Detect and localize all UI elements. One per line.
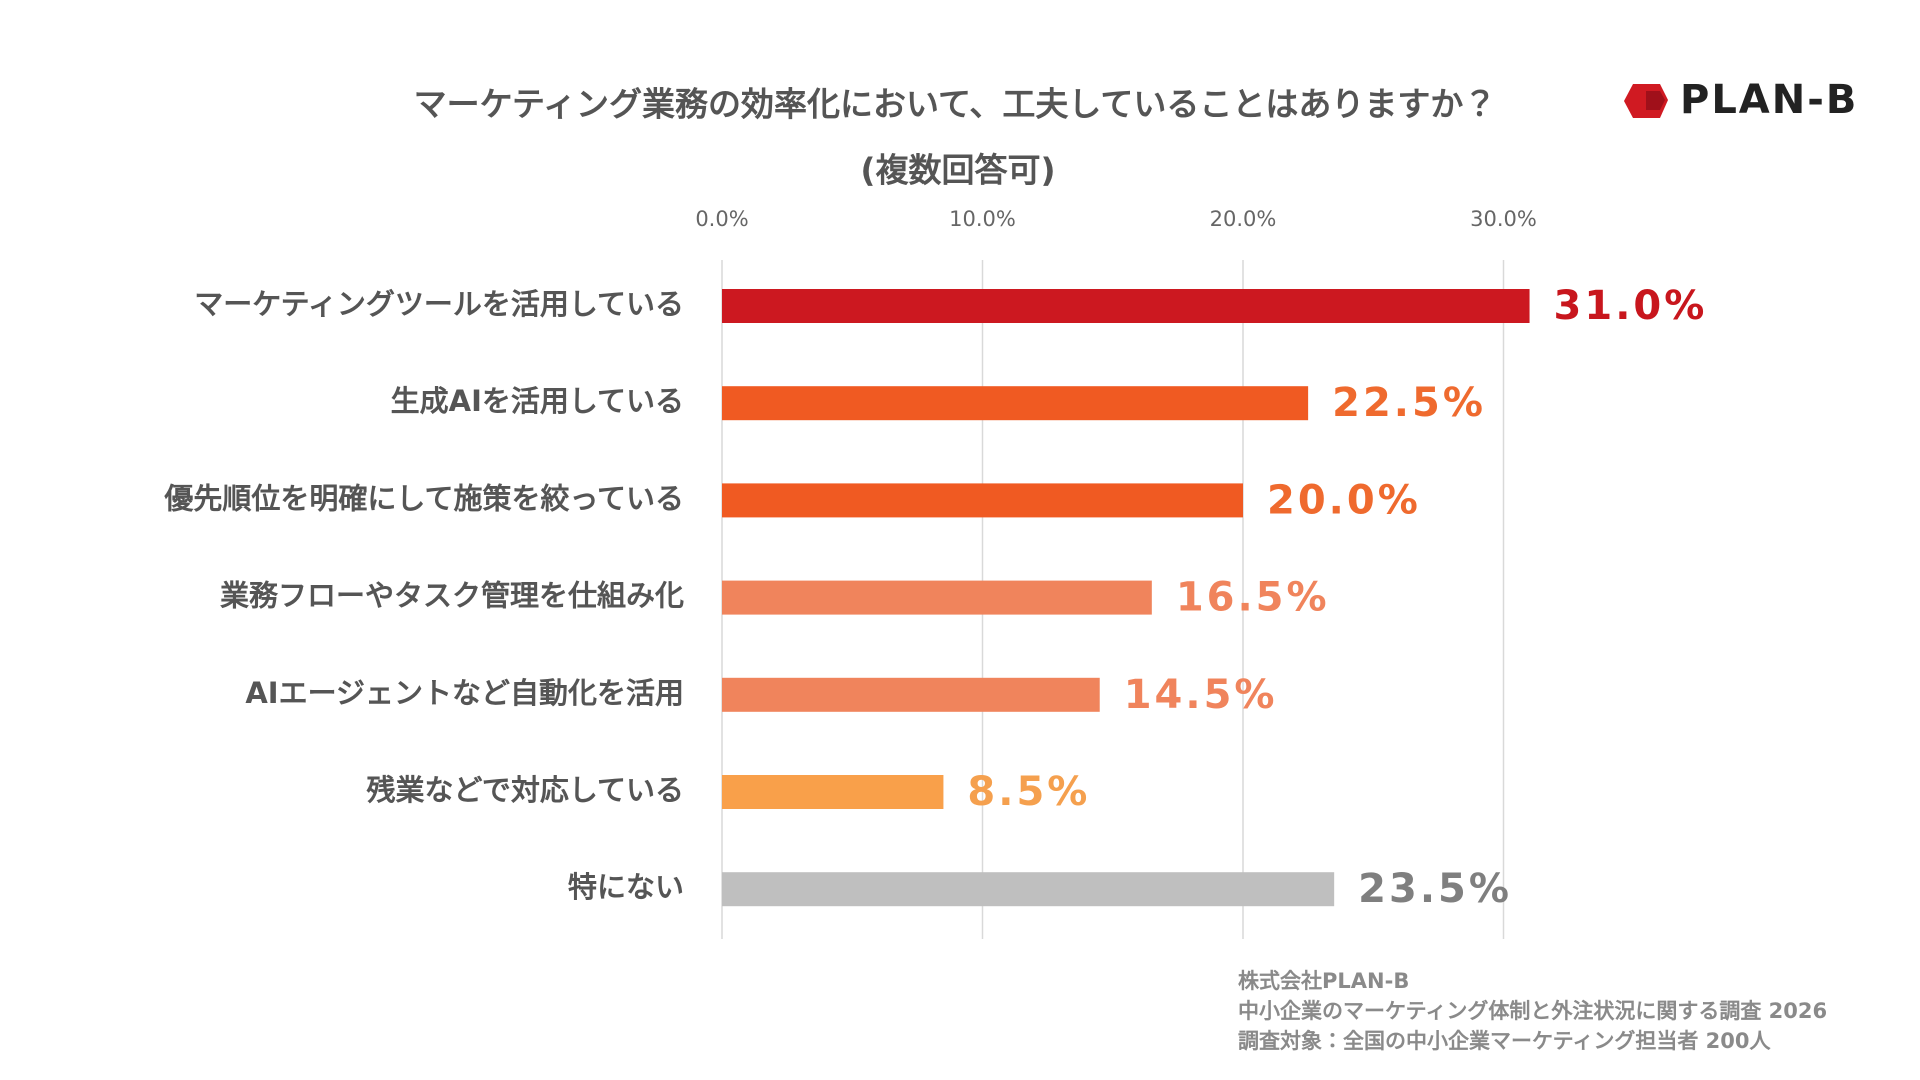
category-label: 優先順位を明確にして施策を絞っている <box>163 481 684 515</box>
bar <box>722 483 1243 518</box>
logo-text: PLAN-B <box>1680 77 1858 123</box>
logo: PLAN-B <box>1624 77 1858 123</box>
chart-subtitle: (複数回答可) <box>860 151 1055 190</box>
source-note: 調査対象：全国の中小企業マーケティング担当者 200人 <box>1238 1029 1771 1053</box>
bar <box>722 775 944 809</box>
x-tick-label: 0.0% <box>695 207 748 231</box>
logo-mark-inner <box>1646 91 1665 110</box>
bar <box>722 677 1100 712</box>
category-label: AIエージェントなど自動化を活用 <box>245 676 684 710</box>
category-label: 生成AIを活用している <box>391 384 684 418</box>
x-tick-label: 30.0% <box>1470 207 1537 231</box>
value-label: 23.5% <box>1358 866 1512 912</box>
bar <box>722 872 1335 907</box>
value-label: 14.5% <box>1124 672 1278 718</box>
value-label: 22.5% <box>1332 380 1486 426</box>
source-note: 株式会社PLAN-B <box>1238 969 1409 993</box>
source-note: 中小企業のマーケティング体制と外注状況に関する調査 2026 <box>1238 999 1827 1023</box>
value-label: 8.5% <box>967 769 1090 815</box>
bar <box>722 386 1309 421</box>
value-label: 20.0% <box>1267 477 1421 523</box>
x-tick-label: 20.0% <box>1210 207 1277 231</box>
value-label: 16.5% <box>1176 575 1330 621</box>
x-tick-label: 10.0% <box>949 207 1016 231</box>
category-label: 業務フローやタスク管理を仕組み化 <box>220 579 684 613</box>
category-label: 特にない <box>568 870 684 904</box>
value-label: 31.0% <box>1554 283 1708 329</box>
bar <box>722 289 1530 323</box>
chart-title: マーケティング業務の効率化において、工夫していることはありますか？ <box>414 85 1497 124</box>
category-label: 残業などで対応している <box>365 773 684 807</box>
bar <box>722 580 1152 615</box>
category-label: マーケティングツールを活用している <box>194 287 684 321</box>
